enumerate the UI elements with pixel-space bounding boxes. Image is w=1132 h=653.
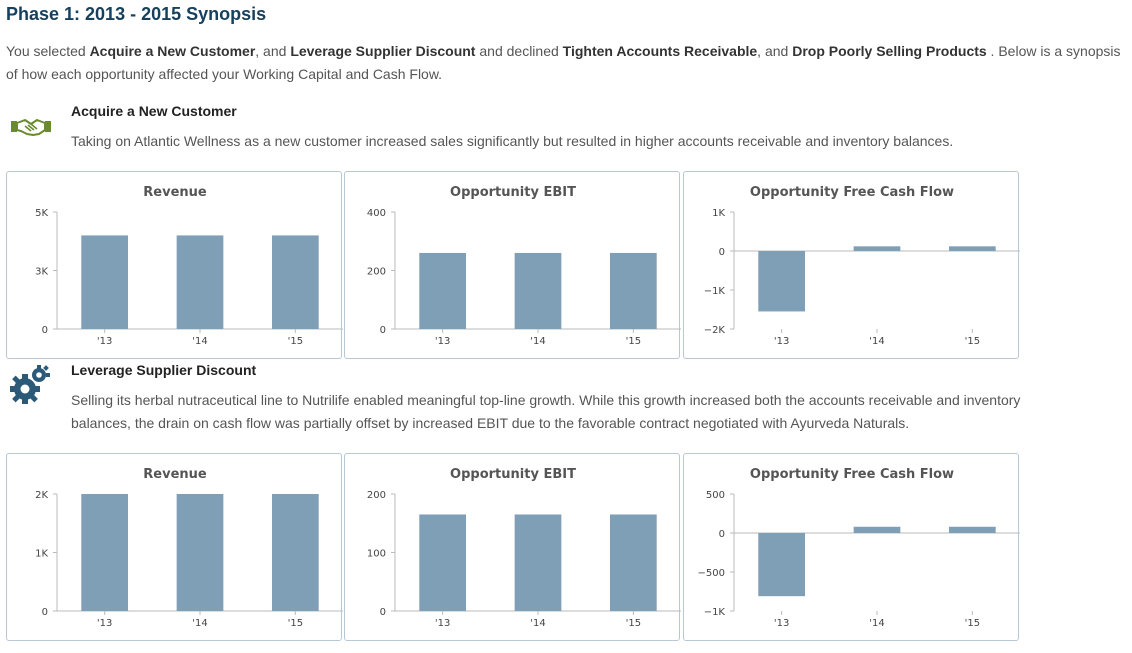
x-tick-label: '13 [774,336,789,347]
bar [81,494,129,611]
opportunity-title: Leverage Supplier Discount [71,362,257,378]
selected-opportunity-1: Acquire a New Customer [89,43,256,59]
declined-opportunity-2: Drop Poorly Selling Products [792,43,987,59]
y-tick-label: 1K [35,549,48,560]
bar [758,251,806,312]
x-tick-label: '13 [97,618,112,629]
chart-title: Opportunity EBIT [450,185,576,200]
bar [948,246,996,251]
intro-text: You selected Acquire a New Customer, and… [6,40,1128,86]
chart-title: Opportunity Free Cash Flow [750,467,954,482]
x-tick-label: '14 [192,336,207,347]
handshake-icon [10,112,52,140]
selected-opportunity-2: Leverage Supplier Discount [290,43,476,59]
opportunity-ebit-chart: Opportunity EBIT 0 200 400 '13 '14 '15 [344,171,681,359]
opportunity-free-cash-flow-chart: Opportunity Free Cash Flow −1K −500 0 500 '13… [683,453,1020,641]
y-tick-label: 3K [35,267,48,278]
y-tick-label: 500 [706,490,725,501]
y-tick-label: −1K [704,607,726,618]
y-tick-label: 5K [35,208,48,219]
x-tick-label: '14 [530,336,545,347]
x-tick-label: '15 [626,618,641,629]
x-tick-label: '13 [97,336,112,347]
y-tick-label: 400 [367,208,386,219]
x-tick-label: '15 [288,336,303,347]
intro-text-1: You selected [6,43,90,59]
y-tick-label: 0 [719,529,725,540]
bar [853,246,901,251]
chart-title: Opportunity EBIT [450,467,576,482]
intro-text-4: , and [757,43,793,59]
bar [948,526,996,533]
bar [758,533,806,597]
y-tick-label: −500 [698,568,725,579]
bar [419,252,467,329]
bar [609,252,657,329]
x-tick-label: '15 [626,336,641,347]
opportunity-ebit-chart: Opportunity EBIT 0 100 200 '13 '14 '15 [344,453,681,641]
gear-icon [8,363,52,407]
bar [853,526,901,533]
bar [176,235,224,329]
bar [514,514,562,611]
y-tick-label: 100 [367,549,386,560]
opportunity-title: Acquire a New Customer [71,103,237,119]
y-tick-label: 200 [367,267,386,278]
chart-title: Revenue [143,185,207,200]
bar [514,252,562,329]
y-tick-label: 0 [380,607,386,618]
x-tick-label: '14 [869,618,884,629]
x-tick-label: '15 [965,618,980,629]
bar [176,494,224,611]
page-title: Phase 1: 2013 - 2015 Synopsis [6,4,267,24]
declined-opportunity-1: Tighten Accounts Receivable [562,43,758,59]
x-tick-label: '14 [192,618,207,629]
x-tick-label: '15 [965,336,980,347]
intro-text-2: , and [255,43,291,59]
bar [419,514,467,611]
x-tick-label: '13 [435,618,450,629]
chart-title: Revenue [143,467,207,482]
y-tick-label: 2K [35,490,48,501]
x-tick-label: '13 [435,336,450,347]
opportunity-free-cash-flow-chart: Opportunity Free Cash Flow −2K −1K 0 1K '13 '1… [683,171,1020,359]
y-tick-label: 0 [42,607,48,618]
bar [271,235,319,329]
y-tick-label: 200 [367,490,386,501]
y-tick-label: −2K [704,325,726,336]
y-tick-label: 0 [719,247,725,258]
x-tick-label: '14 [869,336,884,347]
opportunity-description: Selling its herbal nutraceutical line to… [71,392,1021,431]
revenue-chart: Revenue 0 1K 2K '13 '14 '15 [6,453,343,641]
revenue-chart: Revenue 0 3K 5K '13 '14 '15 [6,171,343,359]
bar [81,235,129,329]
intro-text-5: . Below is a synopsis of how each opport… [6,43,1121,82]
chart-title: Opportunity Free Cash Flow [750,185,954,200]
x-tick-label: '14 [530,618,545,629]
intro-text-3: and declined [475,43,563,59]
bar [609,514,657,611]
bar [271,494,319,611]
x-tick-label: '13 [774,618,789,629]
y-tick-label: 0 [42,325,48,336]
y-tick-label: 0 [380,325,386,336]
y-tick-label: −1K [704,286,726,297]
opportunity-description: Taking on Atlantic Wellness as a new cus… [71,133,954,149]
x-tick-label: '15 [288,618,303,629]
y-tick-label: 1K [712,208,725,219]
